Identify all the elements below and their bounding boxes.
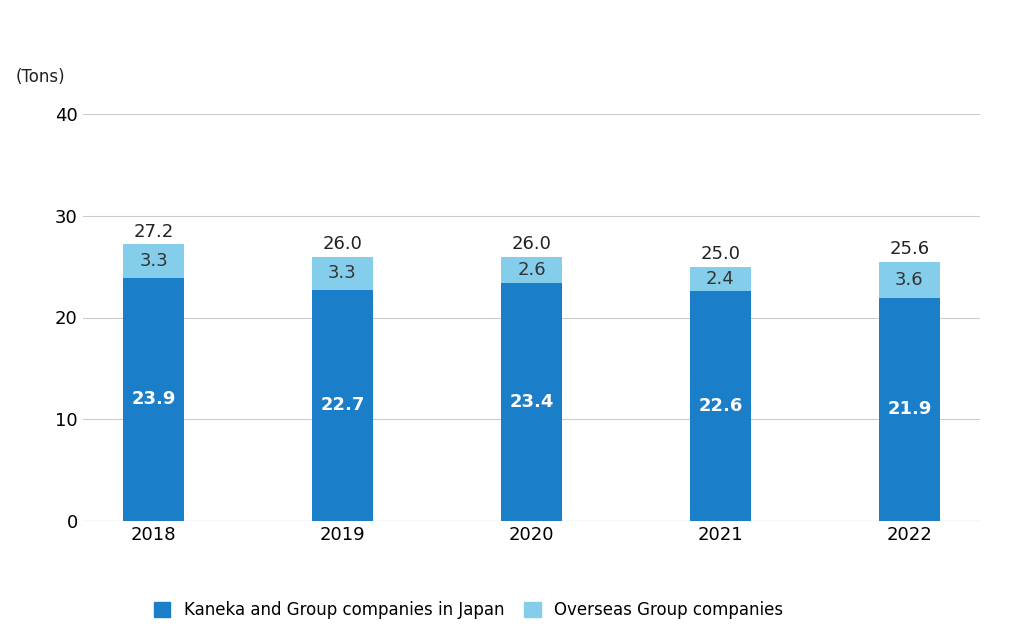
Bar [313,257,373,290]
Bar [502,283,561,521]
Bar [124,244,184,278]
Text: 3.3: 3.3 [328,264,357,283]
Text: 26.0: 26.0 [512,235,551,253]
Bar [879,298,939,521]
Text: 25.6: 25.6 [890,240,930,258]
Bar [690,291,750,521]
Legend: Kaneka and Group companies in Japan, Overseas Group companies: Kaneka and Group companies in Japan, Ove… [148,595,791,626]
Bar [879,262,939,298]
Text: 2.4: 2.4 [706,270,735,288]
Text: 21.9: 21.9 [888,401,932,418]
Text: 25.0: 25.0 [701,245,740,263]
Text: 2.6: 2.6 [517,261,546,279]
Text: 3.6: 3.6 [895,271,924,289]
Text: 22.7: 22.7 [320,396,364,415]
Text: 3.3: 3.3 [139,252,168,270]
Text: (Tons): (Tons) [15,68,65,86]
Bar [124,278,184,521]
Text: 26.0: 26.0 [323,235,362,253]
Text: 27.2: 27.2 [133,223,173,241]
Text: 23.4: 23.4 [510,393,553,411]
Text: 23.9: 23.9 [131,391,175,408]
Bar [690,267,750,291]
Bar [502,257,561,283]
Text: 22.6: 22.6 [699,397,743,415]
Bar [313,290,373,521]
